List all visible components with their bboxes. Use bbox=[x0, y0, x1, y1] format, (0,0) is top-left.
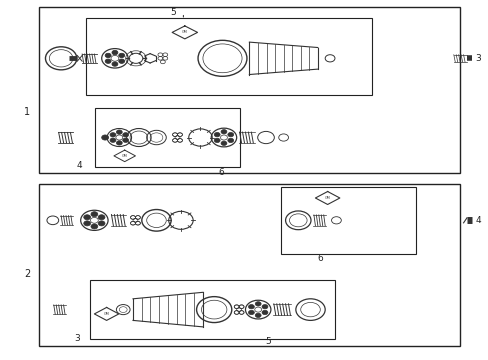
Circle shape bbox=[255, 313, 261, 318]
Circle shape bbox=[112, 50, 118, 55]
Circle shape bbox=[116, 130, 122, 134]
Text: GM: GM bbox=[324, 196, 330, 200]
Circle shape bbox=[98, 215, 105, 220]
Text: 2: 2 bbox=[24, 269, 30, 279]
Circle shape bbox=[98, 221, 105, 226]
Circle shape bbox=[227, 138, 233, 143]
Circle shape bbox=[119, 59, 124, 63]
Circle shape bbox=[102, 135, 108, 140]
Bar bbox=[95, 108, 239, 167]
Text: 3: 3 bbox=[74, 334, 80, 343]
Text: GM: GM bbox=[103, 312, 109, 316]
Circle shape bbox=[122, 138, 128, 142]
Circle shape bbox=[110, 138, 116, 142]
Circle shape bbox=[255, 302, 261, 306]
Circle shape bbox=[248, 305, 254, 309]
Circle shape bbox=[122, 133, 128, 137]
Circle shape bbox=[227, 132, 233, 137]
Text: 4: 4 bbox=[77, 161, 82, 170]
Text: 6: 6 bbox=[218, 167, 224, 176]
Circle shape bbox=[214, 138, 220, 143]
Circle shape bbox=[91, 224, 98, 229]
Circle shape bbox=[105, 59, 111, 63]
Text: 5: 5 bbox=[264, 337, 270, 346]
Circle shape bbox=[119, 53, 124, 58]
Bar bbox=[281, 187, 415, 254]
Circle shape bbox=[248, 310, 254, 315]
Circle shape bbox=[262, 310, 267, 315]
Circle shape bbox=[221, 130, 226, 134]
Circle shape bbox=[105, 53, 111, 58]
Circle shape bbox=[112, 62, 118, 66]
Circle shape bbox=[262, 305, 267, 309]
Text: GM: GM bbox=[122, 154, 127, 158]
Bar bbox=[39, 184, 459, 346]
Circle shape bbox=[110, 133, 116, 137]
Circle shape bbox=[116, 141, 122, 145]
Text: 3: 3 bbox=[474, 54, 480, 63]
Bar bbox=[90, 280, 334, 339]
Bar bbox=[39, 7, 459, 173]
Text: 6: 6 bbox=[317, 254, 323, 263]
Circle shape bbox=[91, 212, 98, 217]
Text: GM: GM bbox=[182, 30, 187, 35]
Circle shape bbox=[83, 221, 90, 226]
Circle shape bbox=[214, 132, 220, 137]
Circle shape bbox=[221, 141, 226, 145]
Text: 5: 5 bbox=[170, 8, 176, 17]
Text: 1: 1 bbox=[24, 107, 30, 117]
Circle shape bbox=[83, 215, 90, 220]
Bar bbox=[85, 18, 371, 95]
Text: 4: 4 bbox=[474, 216, 480, 225]
